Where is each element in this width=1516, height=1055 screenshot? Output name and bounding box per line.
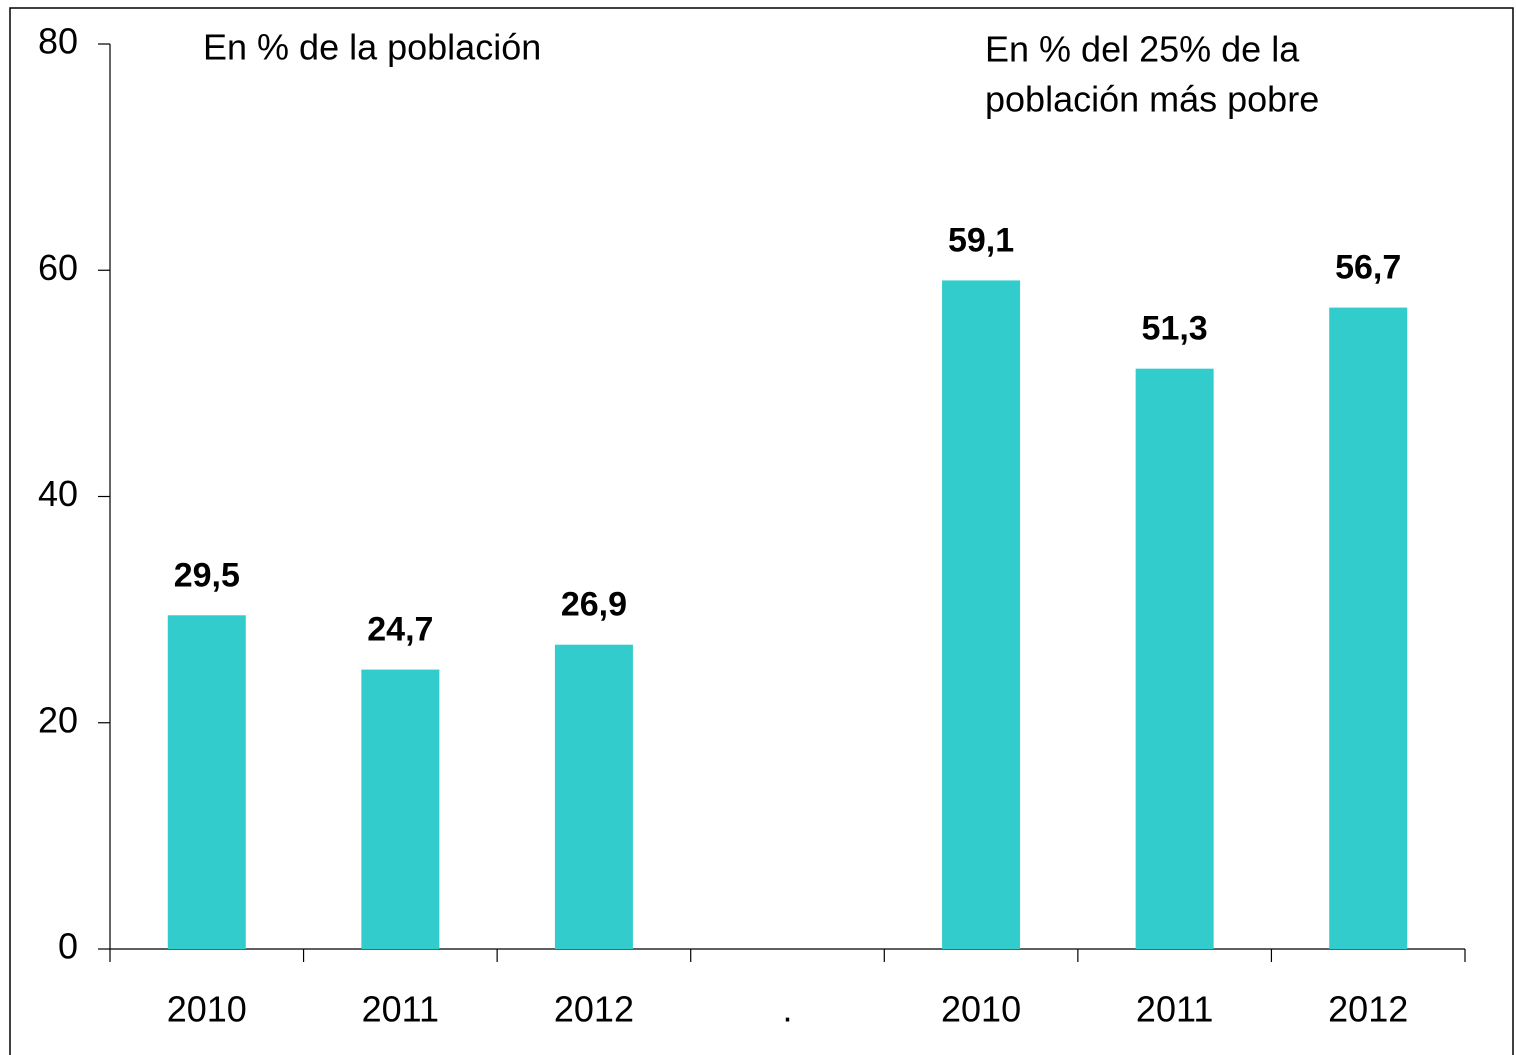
annotation: población más pobre (985, 79, 1319, 120)
y-tick-label: 80 (38, 21, 78, 62)
value-label: 26,9 (561, 586, 627, 624)
annotation: En % del 25% de la (985, 29, 1300, 70)
bar (942, 280, 1021, 949)
x-tick-label: . (782, 989, 792, 1030)
y-tick-label: 40 (38, 473, 78, 514)
value-label: 24,7 (367, 611, 433, 649)
x-tick-label: 2010 (941, 989, 1021, 1030)
chart-frame (9, 7, 1514, 1055)
x-tick-label: 2010 (167, 989, 247, 1030)
bar (1329, 307, 1408, 949)
bar (1135, 368, 1214, 949)
y-tick-label: 20 (38, 699, 78, 740)
x-tick-label: 2011 (1136, 989, 1213, 1030)
y-tick-label: 0 (58, 926, 78, 967)
y-tick-label: 60 (38, 247, 78, 288)
bar (554, 644, 633, 949)
x-tick-label: 2012 (554, 989, 634, 1030)
value-label: 29,5 (174, 556, 240, 594)
x-tick-label: 2012 (1328, 989, 1408, 1030)
bar (361, 669, 440, 949)
value-label: 56,7 (1335, 249, 1401, 287)
bar (167, 615, 246, 949)
x-tick-label: 2011 (362, 989, 439, 1030)
value-label: 51,3 (1142, 310, 1208, 348)
value-label: 59,1 (948, 221, 1014, 259)
annotation: En % de la población (203, 27, 541, 68)
